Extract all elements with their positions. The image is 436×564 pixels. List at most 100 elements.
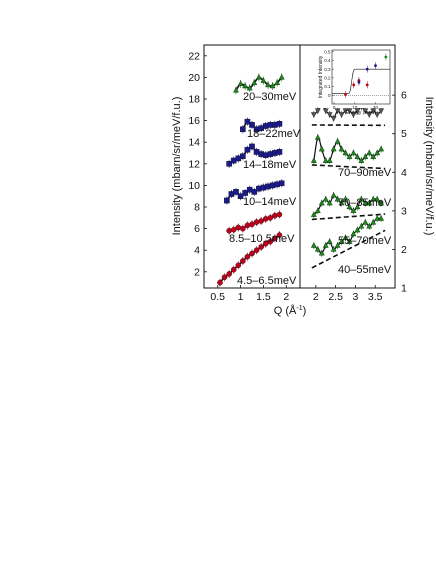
- left-y-tick-label: 20: [188, 72, 200, 84]
- data-point: [233, 86, 239, 93]
- data-point: [235, 224, 242, 231]
- data-point: [346, 203, 353, 210]
- left-y-tick-label: 2: [194, 266, 200, 278]
- data-point: [346, 238, 353, 244]
- right-y-tick-label: 6: [401, 90, 407, 102]
- series-label-70-85mev: 70–85meV: [338, 197, 392, 209]
- series-label-40-55mev: 40–55meV: [338, 264, 392, 276]
- data-point: [318, 249, 325, 256]
- data-point: [330, 145, 337, 152]
- data-point: [334, 242, 341, 248]
- data-point: [310, 211, 317, 217]
- inset-data-point-green: [384, 55, 388, 59]
- data-point: [249, 143, 255, 150]
- data-point: [278, 180, 285, 187]
- left-y-tick-label: 16: [188, 115, 200, 127]
- data-point: [354, 108, 361, 114]
- data-point: [342, 195, 349, 202]
- left-y-tick-label: 10: [188, 180, 200, 192]
- data-point: [358, 222, 365, 229]
- data-point: [330, 246, 337, 252]
- data-point: [240, 225, 246, 232]
- right-x-tick-label: 3: [352, 291, 358, 303]
- data-point: [235, 262, 242, 269]
- data-point: [366, 149, 373, 156]
- data-point: [221, 274, 228, 281]
- data-point: [255, 73, 262, 80]
- left-data-series: 4.5–6.5meV 8.5–10.5meV 10–14meV 14–18meV 18–…: [217, 73, 301, 287]
- left-y-tick-label: 22: [188, 50, 200, 62]
- data-point: [346, 108, 353, 114]
- series-10-14mev: 10–14meV: [224, 179, 297, 208]
- data-point: [342, 149, 349, 156]
- data-point: [237, 80, 244, 87]
- data-point: [362, 199, 369, 206]
- inset-y-tick-label: 0: [328, 93, 331, 98]
- data-point: [237, 193, 244, 200]
- inset-y-tick-label: 0.4: [324, 58, 331, 63]
- series-label-70-90mev: 70–90meV: [338, 167, 392, 179]
- data-point: [224, 197, 230, 204]
- inset-y-tick-label: 0.2: [324, 75, 331, 80]
- data-point: [240, 258, 246, 264]
- data-point: [276, 211, 283, 218]
- data-point: [326, 238, 333, 244]
- data-point: [326, 199, 333, 206]
- baseline-40-55mev: [311, 229, 386, 269]
- series-18-22mev: 18–22meV: [240, 117, 301, 140]
- left-y-tick-label: 6: [194, 223, 200, 235]
- data-point: [240, 153, 246, 160]
- data-point: [362, 108, 369, 114]
- data-point: [374, 112, 381, 118]
- data-point: [276, 149, 283, 155]
- inset-model-curve: [332, 68, 390, 94]
- data-point: [226, 271, 232, 277]
- data-point: [262, 216, 269, 222]
- data-point: [366, 112, 373, 118]
- data-point: [314, 246, 321, 252]
- data-point: [310, 112, 317, 118]
- data-point: [265, 81, 271, 88]
- data-point: [338, 199, 345, 206]
- left-x-tick-label: 1: [238, 291, 244, 303]
- data-point: [334, 195, 341, 202]
- inset-x-axis-label: Energy (meV): [346, 110, 377, 116]
- data-point: [330, 116, 337, 122]
- data-point: [362, 219, 369, 225]
- data-point: [230, 226, 237, 233]
- data-point: [251, 189, 258, 195]
- left-y-tick-label: 4: [194, 245, 200, 257]
- left-y-axis-label: Intensity (mbarn/sr/meV/f.u.): [171, 97, 183, 236]
- data-point: [334, 138, 341, 144]
- left-x-tick-label: 0.5: [210, 291, 225, 303]
- data-point: [244, 118, 251, 125]
- data-point: [240, 126, 246, 133]
- data-point: [274, 79, 281, 85]
- data-point: [326, 112, 333, 118]
- baseline-70-85mev: [311, 164, 386, 170]
- data-point: [354, 153, 361, 160]
- right-axis-ticks: 1 2 3 4 5 6 2 2.5 3 3.5: [313, 90, 407, 303]
- inset-data-point-red: [352, 83, 356, 87]
- right-plot-frame: [299, 44, 396, 289]
- data-point: [350, 149, 357, 156]
- data-point: [326, 157, 333, 163]
- inset-data-point-blue: [374, 64, 377, 68]
- data-point: [269, 82, 276, 89]
- data-point: [272, 212, 278, 219]
- inset-y-axis-label: Integrated Intensity: [318, 55, 324, 98]
- x-axis-label: Q (Å-1): [274, 304, 307, 317]
- data-point: [370, 153, 377, 160]
- baseline-55-70mev: [311, 213, 386, 221]
- data-point: [322, 195, 329, 202]
- left-x-tick-label: 1.5: [256, 291, 271, 303]
- data-point: [217, 279, 223, 286]
- data-point: [378, 145, 385, 152]
- right-y-tick-label: 2: [401, 244, 407, 256]
- data-point: [366, 222, 373, 229]
- data-point: [350, 112, 357, 118]
- data-point: [242, 82, 249, 89]
- right-data-series: 40–55meV 55–70meV 70–85meV 70–90meV: [310, 99, 392, 276]
- data-point: [260, 77, 267, 83]
- data-point: [249, 122, 255, 128]
